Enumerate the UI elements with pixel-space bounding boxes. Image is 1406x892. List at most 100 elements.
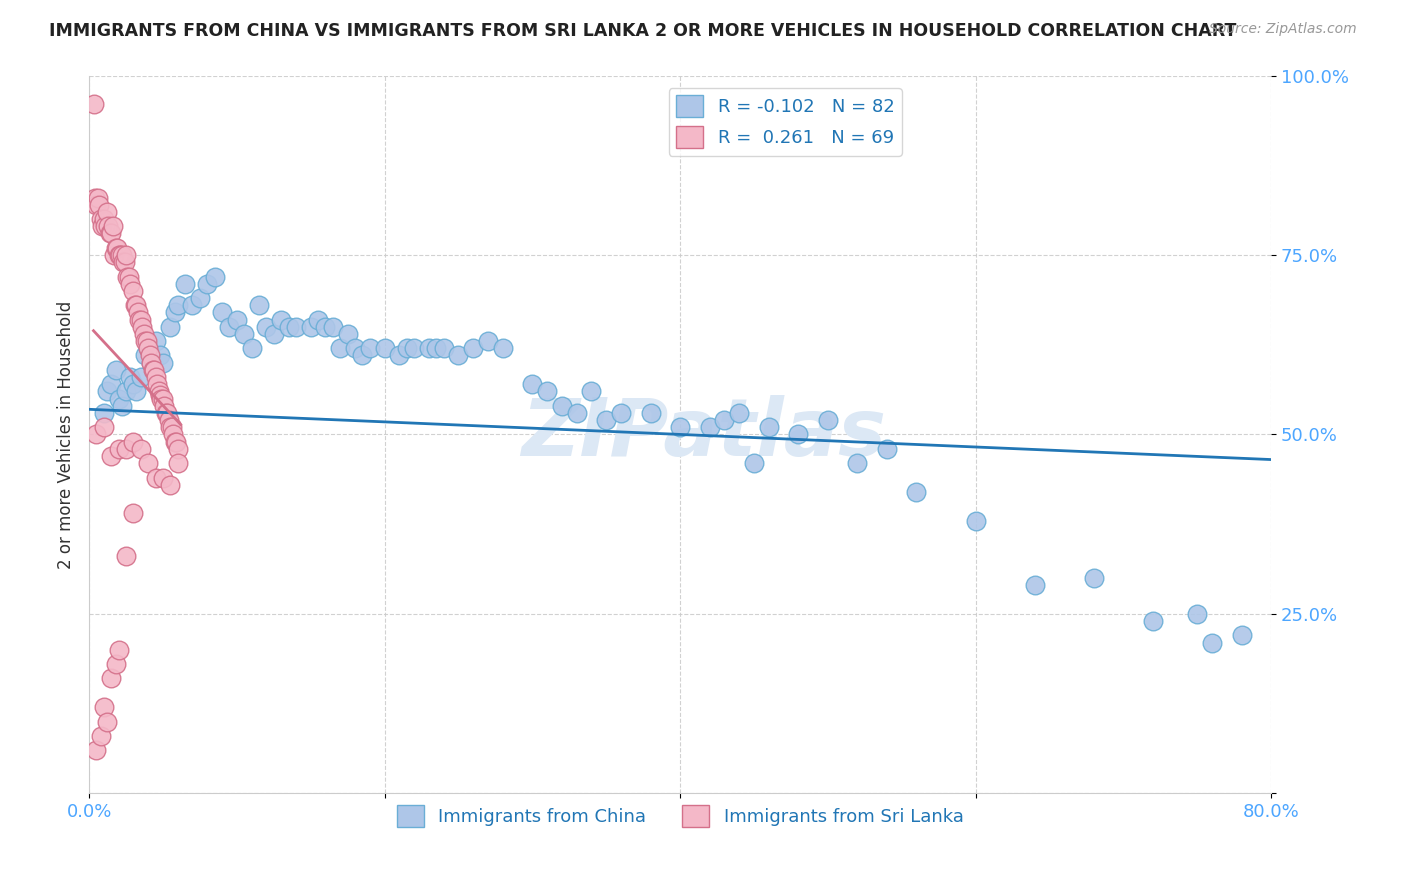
Point [115,442,138,456]
Point [595,413,617,427]
Point [115,384,138,399]
Point [128,312,150,326]
Point [299,319,322,334]
Point [522,377,544,392]
Point [166,442,188,456]
Point [145,370,167,384]
Point [152,470,174,484]
Point [536,384,558,399]
Point [1201,635,1223,649]
Point [240,341,263,355]
Point [307,312,329,326]
Point [159,319,181,334]
Point [104,363,127,377]
Point [139,356,162,370]
Point [728,406,751,420]
Point [846,456,869,470]
Point [159,477,181,491]
Point [135,334,157,348]
Point [425,341,447,355]
Point [120,277,142,291]
Point [404,341,426,355]
Point [876,442,898,456]
Point [107,442,129,456]
Point [93,212,115,227]
Point [142,363,165,377]
Point [388,349,411,363]
Point [211,305,233,319]
Point [610,406,633,420]
Point [1230,628,1253,642]
Legend: Immigrants from China, Immigrants from Sri Lanka: Immigrants from China, Immigrants from S… [389,798,970,835]
Point [640,406,662,420]
Point [284,319,307,334]
Point [477,334,499,348]
Text: Source: ZipAtlas.com: Source: ZipAtlas.com [1209,22,1357,37]
Point [418,341,440,355]
Point [117,269,139,284]
Point [447,349,470,363]
Point [134,349,156,363]
Point [146,377,169,392]
Point [155,406,177,420]
Point [107,392,129,406]
Point [129,442,152,456]
Point [93,406,115,420]
Point [817,413,839,427]
Point [110,248,132,262]
Point [699,420,721,434]
Point [233,326,256,341]
Point [115,248,138,262]
Point [115,549,138,564]
Point [93,700,115,714]
Point [174,277,197,291]
Point [374,341,396,355]
Point [120,370,142,384]
Point [195,277,218,291]
Point [127,305,149,319]
Point [122,507,145,521]
Point [270,312,292,326]
Point [136,456,159,470]
Point [96,714,118,729]
Point [163,305,186,319]
Point [87,190,110,204]
Point [131,319,153,334]
Point [463,341,485,355]
Point [965,514,987,528]
Point [150,392,173,406]
Point [96,205,118,219]
Point [162,427,184,442]
Point [344,341,367,355]
Point [129,312,152,326]
Point [758,420,780,434]
Point [122,377,145,392]
Point [94,219,117,234]
Point [134,334,156,348]
Point [90,212,112,227]
Point [112,255,135,269]
Point [742,456,765,470]
Point [1083,571,1105,585]
Point [165,434,187,449]
Point [86,198,108,212]
Point [136,341,159,355]
Point [114,255,136,269]
Point [132,326,155,341]
Point [105,241,128,255]
Point [122,284,145,298]
Point [905,484,928,499]
Point [139,356,162,370]
Point [156,406,179,420]
Point [153,399,176,413]
Point [581,384,603,399]
Point [152,392,174,406]
Point [359,341,381,355]
Point [100,227,122,241]
Point [149,349,172,363]
Point [125,298,148,312]
Point [551,399,574,413]
Point [136,341,159,355]
Point [329,341,352,355]
Point [98,227,121,241]
